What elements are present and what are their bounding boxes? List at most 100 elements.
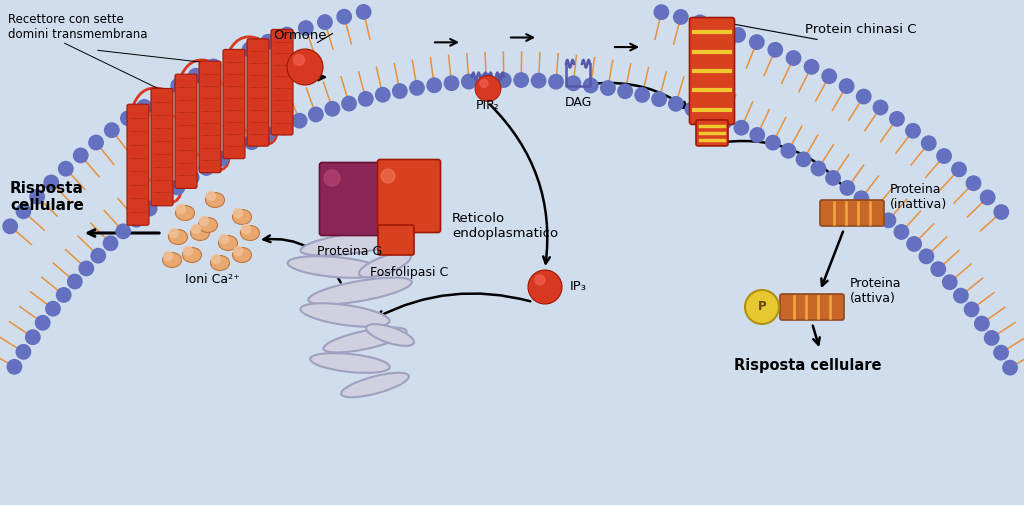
Circle shape xyxy=(931,262,945,276)
Circle shape xyxy=(528,270,562,304)
Circle shape xyxy=(854,191,868,206)
Circle shape xyxy=(46,301,60,316)
Circle shape xyxy=(410,81,424,95)
Text: PIP₂: PIP₂ xyxy=(476,98,500,112)
Circle shape xyxy=(16,344,31,359)
Circle shape xyxy=(294,55,304,66)
Circle shape xyxy=(224,50,239,65)
Circle shape xyxy=(154,89,168,103)
Ellipse shape xyxy=(169,229,187,244)
Circle shape xyxy=(104,123,119,137)
Circle shape xyxy=(381,169,395,183)
Circle shape xyxy=(856,89,871,104)
Circle shape xyxy=(229,143,244,158)
Circle shape xyxy=(214,152,228,166)
Ellipse shape xyxy=(206,192,224,208)
Circle shape xyxy=(233,246,243,256)
Circle shape xyxy=(674,10,688,24)
Ellipse shape xyxy=(310,353,390,373)
Circle shape xyxy=(873,100,888,115)
Circle shape xyxy=(116,224,130,238)
FancyBboxPatch shape xyxy=(271,29,293,135)
Circle shape xyxy=(44,175,58,190)
Circle shape xyxy=(868,202,883,216)
Circle shape xyxy=(293,114,307,128)
Circle shape xyxy=(89,135,103,150)
Text: Proteina
(attiva): Proteina (attiva) xyxy=(850,277,901,305)
Circle shape xyxy=(797,152,811,167)
FancyBboxPatch shape xyxy=(820,200,884,226)
Circle shape xyxy=(967,176,981,190)
Circle shape xyxy=(200,217,209,226)
Circle shape xyxy=(942,275,957,289)
Circle shape xyxy=(497,73,511,87)
FancyBboxPatch shape xyxy=(223,49,245,159)
Ellipse shape xyxy=(308,278,412,305)
Text: Ioni Ca²⁺: Ioni Ca²⁺ xyxy=(184,273,240,286)
Circle shape xyxy=(781,143,796,158)
Circle shape xyxy=(514,73,528,87)
Circle shape xyxy=(479,73,494,88)
Circle shape xyxy=(245,135,259,149)
Circle shape xyxy=(142,201,157,216)
Circle shape xyxy=(212,255,220,264)
Circle shape xyxy=(951,162,967,177)
Circle shape xyxy=(531,73,546,88)
Circle shape xyxy=(36,316,50,330)
Circle shape xyxy=(170,180,184,194)
Ellipse shape xyxy=(359,252,411,277)
Circle shape xyxy=(549,75,563,89)
Circle shape xyxy=(326,102,340,116)
Circle shape xyxy=(840,79,854,93)
Circle shape xyxy=(191,225,201,233)
Ellipse shape xyxy=(182,247,202,263)
Circle shape xyxy=(975,316,989,331)
Circle shape xyxy=(358,92,373,106)
Circle shape xyxy=(121,111,135,125)
Circle shape xyxy=(206,59,220,74)
FancyBboxPatch shape xyxy=(151,88,173,206)
Circle shape xyxy=(693,15,708,30)
Circle shape xyxy=(79,261,93,276)
Text: Proteina G: Proteina G xyxy=(317,245,383,258)
Circle shape xyxy=(26,330,40,344)
Ellipse shape xyxy=(232,247,252,263)
Ellipse shape xyxy=(324,328,407,352)
Circle shape xyxy=(30,189,44,204)
Ellipse shape xyxy=(190,226,210,240)
Circle shape xyxy=(654,5,669,19)
Circle shape xyxy=(219,234,228,243)
FancyBboxPatch shape xyxy=(175,74,197,188)
Text: Fosfolipasi C: Fosfolipasi C xyxy=(370,266,449,279)
Circle shape xyxy=(768,42,782,57)
Circle shape xyxy=(882,213,896,228)
Circle shape xyxy=(287,49,323,85)
Circle shape xyxy=(376,87,390,102)
Ellipse shape xyxy=(288,256,382,278)
FancyBboxPatch shape xyxy=(696,120,728,146)
Text: Recettore con sette
domini transmembrana: Recettore con sette domini transmembrana xyxy=(8,13,147,41)
Circle shape xyxy=(261,34,275,49)
Circle shape xyxy=(822,69,837,83)
Ellipse shape xyxy=(218,235,238,250)
FancyBboxPatch shape xyxy=(319,163,386,235)
Circle shape xyxy=(894,225,908,239)
Text: IP₃: IP₃ xyxy=(570,280,587,293)
Circle shape xyxy=(920,249,934,264)
Circle shape xyxy=(3,219,17,233)
Circle shape xyxy=(233,209,243,218)
FancyBboxPatch shape xyxy=(247,39,269,146)
Circle shape xyxy=(317,15,332,29)
Circle shape xyxy=(156,190,171,205)
Circle shape xyxy=(907,237,922,251)
Circle shape xyxy=(299,21,313,35)
Circle shape xyxy=(56,288,71,302)
Circle shape xyxy=(701,108,716,122)
Circle shape xyxy=(804,60,819,74)
Circle shape xyxy=(137,99,152,114)
Circle shape xyxy=(635,88,649,102)
Circle shape xyxy=(734,121,749,135)
Circle shape xyxy=(712,21,726,35)
Circle shape xyxy=(68,274,82,289)
Circle shape xyxy=(1002,361,1017,375)
